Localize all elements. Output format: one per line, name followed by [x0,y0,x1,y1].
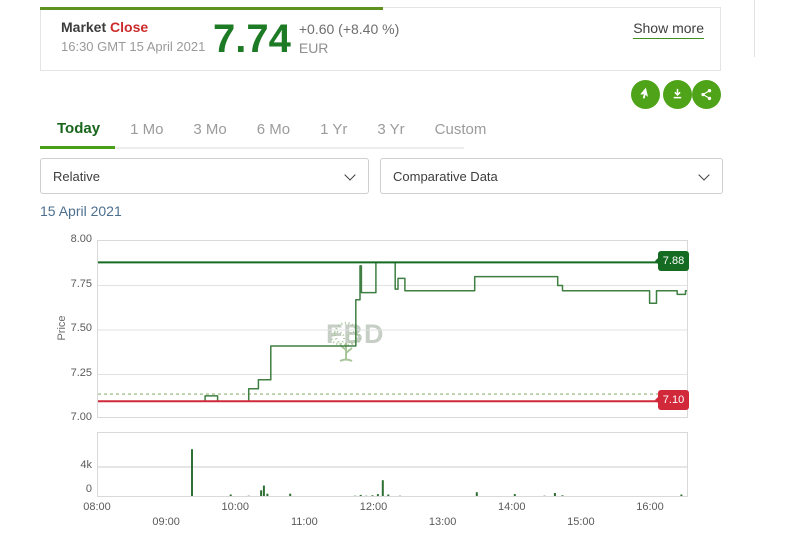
volume-bar [475,492,478,496]
volume-bar [371,495,374,496]
volume-bar [381,480,384,496]
download-icon [673,88,682,99]
volume-tick-0: 0 [85,483,92,495]
comparative-data-select[interactable]: Comparative Data [380,158,723,194]
chart-date-heading: 15 April 2021 [40,203,122,219]
time-tick-08:00: 08:00 [83,501,111,513]
price-tick-7.25: 7.25 [70,366,92,379]
relative-select-value: Relative [53,169,100,184]
volume-bar [260,490,263,496]
volume-bar [387,494,390,496]
volume-bar [376,494,379,496]
time-tick-13:00: 13:00 [428,516,457,528]
volume-bar [229,494,232,496]
time-tick-11:00: 11:00 [291,516,318,528]
price-chart[interactable]: FBD [97,240,688,418]
time-tick-12:00: 12:00 [359,501,388,513]
tab-1-mo[interactable]: 1 Mo [130,121,164,138]
market-status: Close [110,19,149,35]
day-high-badge: 7.88 [655,251,689,272]
cursor-arrow-icon [640,87,649,99]
tab-today[interactable]: Today [40,120,116,149]
price-tick-7.50: 7.50 [70,322,92,334]
volume-bar [262,485,265,496]
day-low-value: 7.10 [662,394,685,407]
last-price: 7.74 [213,17,291,61]
share-icon [701,88,712,101]
price-tick-7.00: 7.00 [70,411,92,423]
volume-bar [553,493,556,496]
tab-6-mo[interactable]: 6 Mo [256,121,291,138]
tab-3-yr[interactable]: 3 Yr [377,121,405,138]
quote-timestamp: 16:30 GMT 15 April 2021 [61,39,206,54]
download-button[interactable] [663,80,692,109]
currency-label: EUR [298,40,329,56]
volume-chart[interactable] [97,432,688,497]
price-change: +0.60 (+8.40 %) [298,21,400,37]
tab-custom[interactable]: Custom [434,121,487,138]
share-button[interactable] [692,80,721,109]
day-high-value: 7.88 [662,255,685,268]
time-tick-14:00: 14:00 [497,501,526,513]
price-tick-8.00: 8.00 [70,233,92,245]
tab-1-yr[interactable]: 1 Yr [320,121,348,138]
time-tick-15:00: 15:00 [567,516,595,528]
chevron-down-icon [698,169,710,181]
volume-bar [289,493,292,496]
card-accent-bar [40,7,383,10]
market-status-card: Market Close 16:30 GMT 15 April 2021 7.7… [40,7,721,71]
volume-bar [513,494,516,496]
volume-bar [680,494,683,496]
time-tick-16:00: 16:00 [636,501,664,513]
time-tick-10:00: 10:00 [221,501,249,513]
time-tick-09:00: 09:00 [152,516,180,528]
price-series-line [98,261,687,402]
relative-select[interactable]: Relative [40,158,369,194]
price-tick-7.75: 7.75 [70,277,92,290]
tree-icon [331,321,361,362]
page-divider [754,0,755,57]
volume-bar [191,449,193,496]
pointer-button[interactable] [631,80,660,109]
market-label: Market [61,19,107,35]
day-low-badge: 7.10 [655,390,689,411]
volume-bar [359,494,362,496]
show-more-link[interactable]: Show more [633,20,704,39]
tab-3-mo[interactable]: 3 Mo [193,121,227,138]
volume-tick-4k: 4k [80,459,92,471]
volume-bar [561,495,564,496]
market-status-row: Market Close [61,19,213,35]
fbd-watermark: FBD [326,319,385,362]
volume-bar [266,493,269,496]
watermark-text: FBD [326,319,385,349]
range-tabs: Today 1 Mo 3 Mo 6 Mo 1 Yr 3 Yr Custom [40,116,486,149]
comparative-select-value: Comparative Data [393,169,498,184]
chevron-down-icon [344,169,356,181]
